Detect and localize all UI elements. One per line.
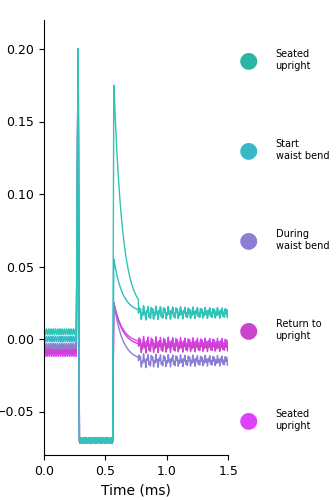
Text: Start
waist bend: Start waist bend — [276, 139, 329, 161]
Text: ●: ● — [239, 410, 258, 430]
Text: Return to
upright: Return to upright — [276, 319, 321, 341]
Text: ●: ● — [239, 50, 258, 70]
X-axis label: Time (ms): Time (ms) — [101, 484, 171, 498]
Text: Seated
upright: Seated upright — [276, 49, 311, 71]
Text: ●: ● — [239, 230, 258, 250]
Text: Seated
upright: Seated upright — [276, 409, 311, 431]
Text: ●: ● — [239, 140, 258, 160]
Text: During
waist bend: During waist bend — [276, 229, 329, 251]
Text: ●: ● — [239, 320, 258, 340]
